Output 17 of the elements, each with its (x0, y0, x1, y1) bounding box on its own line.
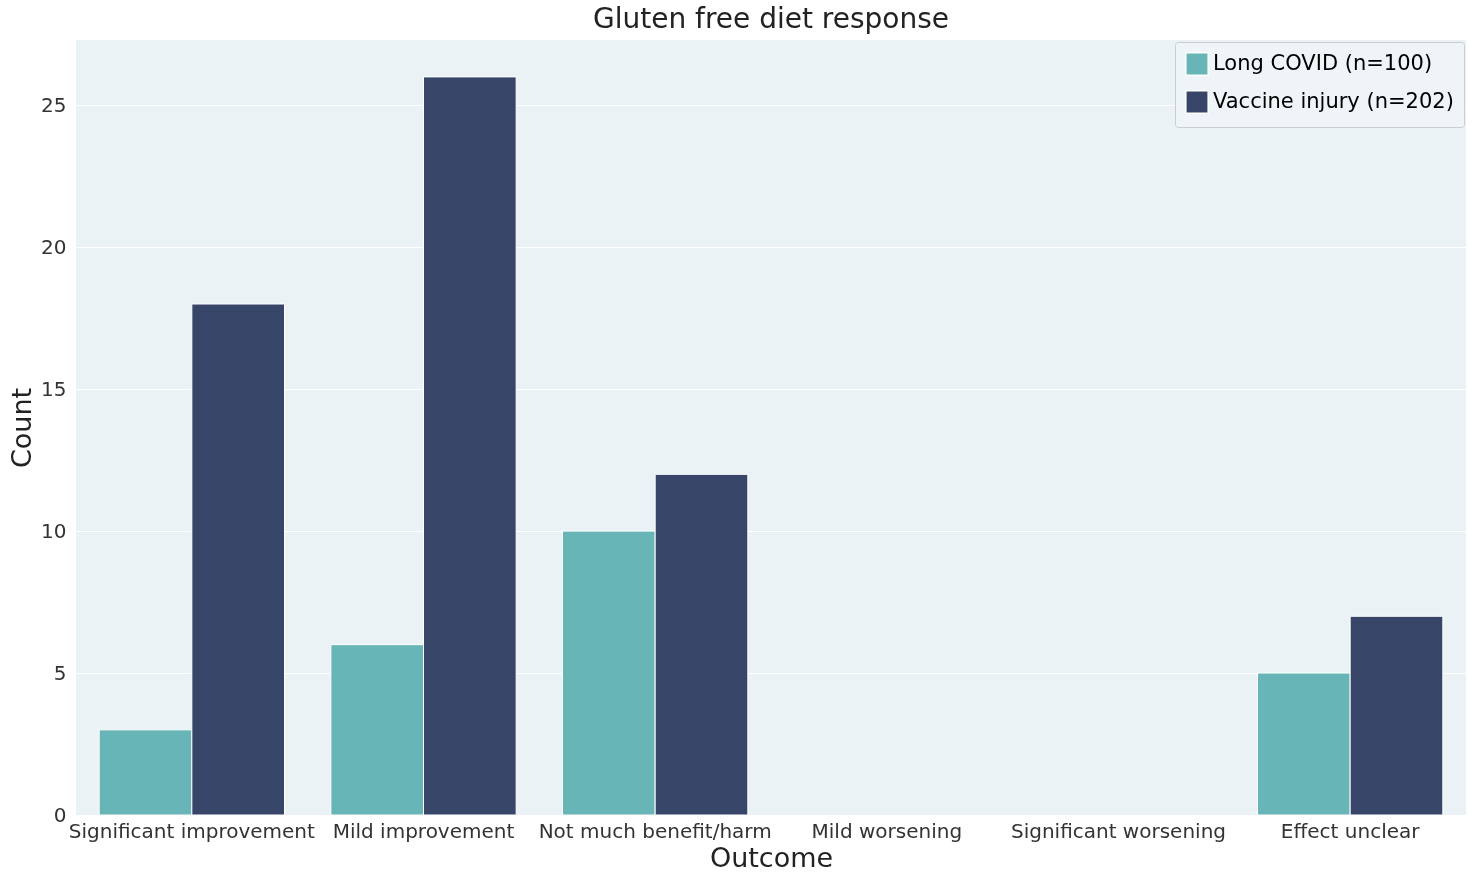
x-tick-label: Mild worsening (811, 818, 963, 843)
chart-title: Gluten free diet response (592, 2, 950, 35)
y-tick-label: 0 (53, 802, 67, 827)
y-tick-label: 20 (41, 234, 67, 259)
x-tick-label: Not much benefit/harm (538, 818, 772, 843)
x-tick-label: Significant improvement (68, 818, 316, 843)
x-tick-label: Significant worsening (1010, 818, 1227, 843)
y-tick-label: 15 (41, 376, 67, 401)
legend-label: Long COVID (n=100) (1213, 51, 1433, 75)
legend-label: Vaccine injury (n=202) (1213, 89, 1454, 113)
y-tick-label: 25 (41, 92, 67, 117)
x-tick-label: Effect unclear (1280, 818, 1421, 843)
y-axis-title: Count (6, 387, 38, 469)
x-tick-label: Mild improvement (332, 818, 515, 843)
y-tick-label: 10 (41, 518, 67, 543)
y-tick-label: 5 (53, 660, 67, 685)
x-axis-title: Outcome (709, 841, 834, 873)
